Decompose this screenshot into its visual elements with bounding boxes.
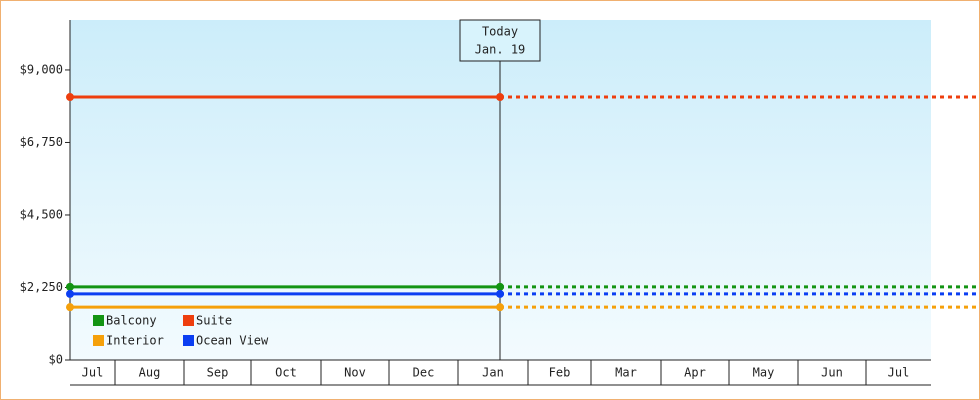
x-tick-label: Dec (413, 366, 435, 380)
x-tick-label: Sep (207, 366, 229, 380)
x-tick-label: May (753, 366, 775, 380)
today-box (459, 19, 541, 62)
legend-label: Balcony (106, 314, 157, 328)
x-tick-label: Feb (549, 366, 571, 380)
x-tick-label: Jul (82, 366, 104, 380)
x-tick-label: Jan (482, 366, 504, 380)
legend-label: Interior (106, 334, 164, 348)
data-point (496, 93, 504, 102)
x-tick-label: Jul (888, 366, 910, 380)
x-tick-label: Oct (275, 366, 297, 380)
x-tick-label: Jun (821, 366, 843, 380)
y-tick-label: $2,250 (20, 280, 63, 294)
legend-label: Ocean View (196, 334, 269, 348)
y-tick-label: $6,750 (20, 135, 63, 149)
data-point (66, 282, 74, 291)
legend-swatch (183, 335, 194, 346)
data-point (496, 289, 504, 298)
today-date: Jan. 19 (475, 43, 526, 57)
legend-swatch (183, 315, 194, 326)
y-tick-label: $9,000 (20, 62, 63, 76)
legend-swatch (93, 315, 104, 326)
data-point (66, 93, 74, 102)
x-tick-label: Apr (684, 366, 706, 380)
legend-label: Suite (196, 314, 232, 328)
today-title: Today (482, 25, 518, 39)
data-point (496, 303, 504, 312)
data-point (496, 282, 504, 291)
data-point (66, 289, 74, 298)
legend-swatch (93, 335, 104, 346)
data-point (66, 303, 74, 312)
x-tick-label: Aug (139, 366, 161, 380)
y-tick-label: $0 (49, 353, 63, 367)
x-tick-label: Nov (344, 366, 366, 380)
x-tick-label: Mar (615, 366, 637, 380)
y-tick-label: $4,500 (20, 207, 63, 221)
